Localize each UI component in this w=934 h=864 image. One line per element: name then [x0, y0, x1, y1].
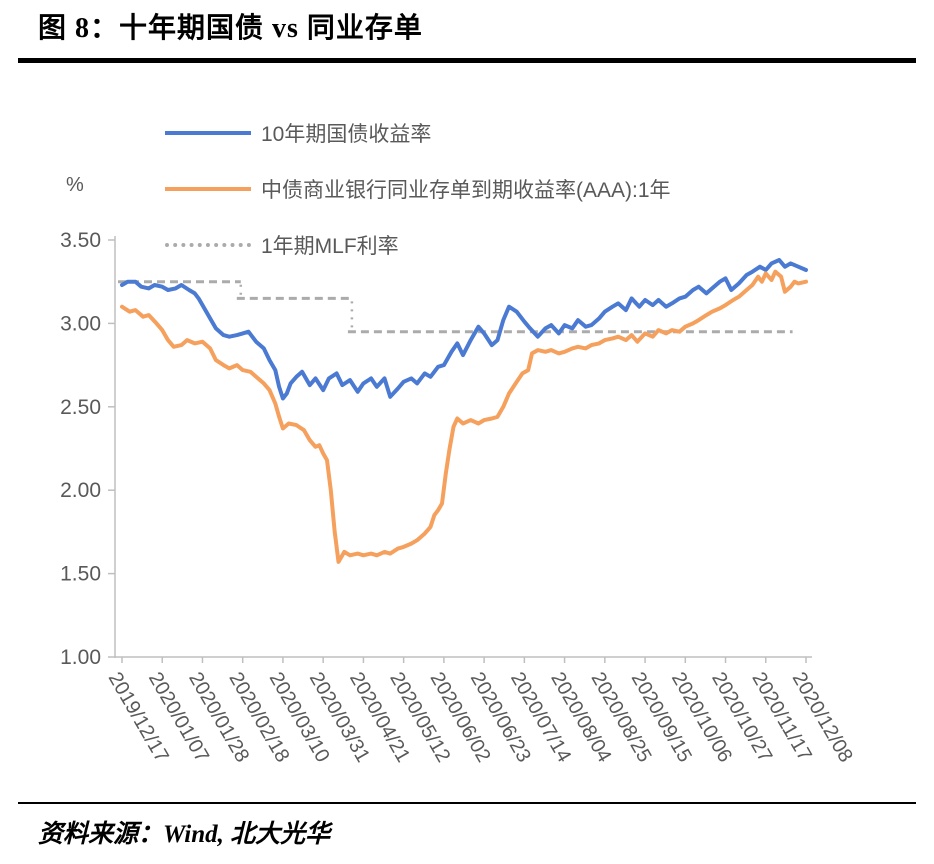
legend-row-cd: 中债商业银行同业存单到期收益率(AAA):1年 — [165, 174, 671, 204]
legend-dotted-swatch-gray — [165, 243, 251, 247]
chart-legend: 10年期国债收益率 中债商业银行同业存单到期收益率(AAA):1年 1年期MLF… — [165, 118, 671, 286]
source-rule — [18, 802, 916, 804]
chart-title: 图 8：十年期国债 vs 同业存单 — [38, 13, 423, 44]
legend-label-cd: 中债商业银行同业存单到期收益率(AAA):1年 — [261, 179, 671, 202]
chart-canvas: 3.503.002.502.001.501.002019/12/172020/0… — [60, 229, 857, 766]
y-axis-unit-label: % — [66, 174, 84, 196]
source-text: 资料来源：Wind, 北大光华 — [38, 821, 331, 848]
y-tick-label: 2.00 — [60, 479, 101, 502]
legend-label-mlf: 1年期MLF利率 — [261, 235, 399, 258]
series-line-govbond-10y — [120, 258, 808, 401]
y-tick-label: 1.50 — [60, 563, 101, 586]
title-rule — [18, 58, 916, 63]
series-line-cd-aaa-1y — [120, 269, 808, 564]
legend-label-govbond: 10年期国债收益率 — [261, 123, 432, 146]
legend-line-swatch-blue — [165, 131, 251, 135]
y-tick-label: 3.00 — [60, 312, 101, 335]
legend-row-govbond: 10年期国债收益率 — [165, 118, 671, 148]
y-tick-label: 2.50 — [60, 396, 101, 419]
legend-line-swatch-orange — [165, 187, 251, 191]
legend-row-mlf: 1年期MLF利率 — [165, 230, 671, 260]
y-tick-label: 1.00 — [60, 646, 101, 669]
y-tick-label: 3.50 — [60, 229, 101, 252]
